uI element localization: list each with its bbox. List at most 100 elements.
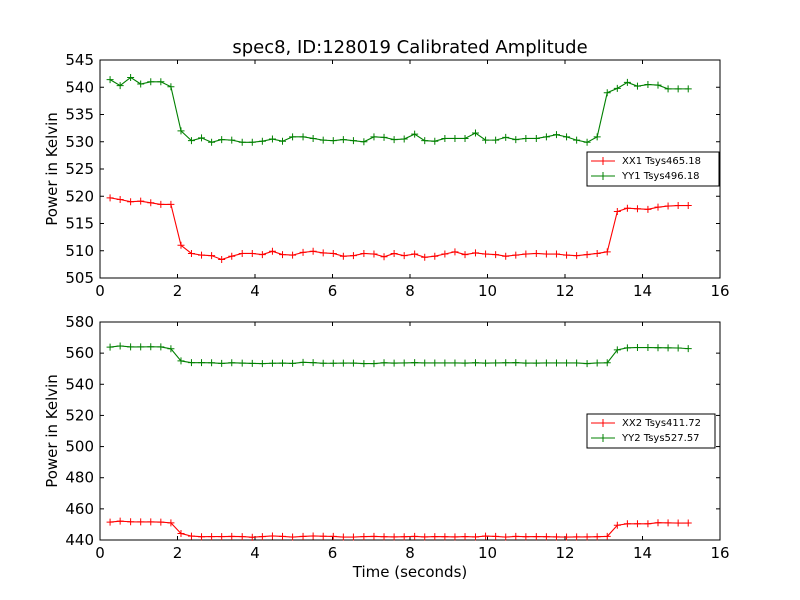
top-series-0-point-21	[319, 249, 327, 257]
top-series-1-point-43	[542, 133, 550, 141]
bottom-series-0-point-3	[137, 518, 145, 526]
bottom-series-0-point-41	[522, 533, 530, 541]
top-series-1-point-9	[198, 134, 206, 142]
top-ytick-label-0: 505	[65, 269, 94, 287]
top-series-1-point-27	[380, 133, 388, 141]
bottom-series-1-point-52	[633, 344, 641, 352]
top-ytick-label-3: 520	[65, 187, 94, 205]
bottom-series-0-point-10	[208, 533, 216, 541]
bottom-xtick-label-1: 2	[173, 544, 183, 562]
bottom-series-0-point-49	[603, 532, 611, 540]
bottom-series-0-point-12	[228, 532, 236, 540]
bottom-series-1-point-36	[471, 359, 479, 367]
top-series-0-point-53	[644, 205, 652, 213]
bottom-series-1-point-29	[400, 359, 408, 367]
top-series-1-point-11	[218, 136, 226, 144]
bottom-series-0-point-51	[623, 520, 631, 528]
bottom-series-1-point-51	[623, 344, 631, 352]
top-series-0-point-26	[370, 250, 378, 258]
bottom-ytick-label-2: 480	[65, 469, 94, 487]
bottom-series-0-point-37	[482, 532, 490, 540]
top-series-0-point-25	[360, 249, 368, 257]
bottom-series-1-point-8	[187, 359, 195, 367]
top-series-0-point-47	[583, 251, 591, 259]
top-series-0-point-17	[279, 251, 287, 259]
top-series-0-point-8	[187, 249, 195, 257]
top-series-1-point-48	[593, 133, 601, 141]
top-series-1-point-38	[492, 136, 500, 144]
top-series-0-point-7	[177, 241, 185, 249]
bottom-series-0-point-6	[167, 519, 175, 527]
top-series-0-point-24	[349, 252, 357, 260]
bottom-series-1-point-27	[380, 359, 388, 367]
bottom-series-1-point-42	[532, 359, 540, 367]
top-plot-marks: 0 2 4 6 8 10 12 14 16 505 510 515 520 525 530 535 540 545	[65, 51, 729, 300]
bottom-series-0-point-1	[116, 517, 124, 525]
top-legend-label-yy1: YY1 Tsys496.18	[621, 171, 700, 182]
top-series-1-point-49	[603, 89, 611, 97]
bottom-series-1-point-3	[137, 343, 145, 351]
bottom-series-0-point-39	[502, 533, 510, 541]
bottom-series-0-point-23	[339, 533, 347, 541]
top-ytick-label-7: 540	[65, 78, 94, 96]
top-series-1-point-26	[370, 133, 378, 141]
top-series-1-point-8	[187, 137, 195, 145]
bottom-series-1-point-30	[411, 359, 419, 367]
bottom-series-1-point-0	[106, 343, 114, 351]
top-series-0-point-55	[664, 202, 672, 210]
bottom-series-0-point-32	[431, 533, 439, 541]
top-series-0-point-41	[522, 250, 530, 258]
top-series-1-point-16	[268, 135, 276, 143]
bottom-series-1-point-32	[431, 359, 439, 367]
bottom-series-1-point-10	[208, 359, 216, 367]
top-ytick-label-5: 530	[65, 133, 94, 151]
top-series-1-point-32	[431, 137, 439, 145]
bottom-series-0-point-26	[370, 532, 378, 540]
top-xtick-label-7: 14	[633, 282, 652, 300]
bottom-xtick-label-5: 10	[478, 544, 497, 562]
top-series-1-point-41	[522, 134, 530, 142]
top-series-1-point-3	[137, 80, 145, 88]
bottom-xtick-label-2: 4	[250, 544, 260, 562]
bottom-series-1-point-21	[319, 359, 327, 367]
top-ytick-label-2: 515	[65, 215, 94, 233]
bottom-legend-label-xx2: XX2 Tsys411.72	[622, 418, 701, 429]
top-xtick-label-6: 12	[555, 282, 574, 300]
bottom-xtick-label-4: 8	[405, 544, 415, 562]
bottom-series-0-point-40	[512, 532, 520, 540]
bottom-series-0-point-20	[309, 532, 317, 540]
top-series-0-point-52	[633, 205, 641, 213]
bottom-series-0-point-36	[471, 533, 479, 541]
top-xtick-label-0: 0	[95, 282, 105, 300]
top-series-0-point-37	[482, 250, 490, 258]
bottom-series-1-point-6	[167, 345, 175, 353]
top-series-0-point-42	[532, 249, 540, 257]
top-ytick-label-8: 545	[65, 51, 94, 69]
bottom-series-1-point-4	[147, 343, 155, 351]
top-series-0-point-27	[380, 253, 388, 261]
top-series-1-point-57	[684, 85, 692, 93]
bottom-series-1-point-37	[482, 359, 490, 367]
bottom-plot-marks: 0 2 4 6 8 10 12 14 16 440 460 480 500 520 540 560 580	[65, 313, 729, 562]
bottom-series-0-point-17	[279, 532, 287, 540]
top-series-0-point-51	[623, 204, 631, 212]
bottom-series-1-point-19	[299, 358, 307, 366]
top-series-0-point-38	[492, 251, 500, 259]
top-series-1-point-50	[613, 84, 621, 92]
bottom-series-1-point-2	[127, 343, 135, 351]
top-series-1-point-54	[654, 81, 662, 89]
top-ytick-label-6: 535	[65, 106, 94, 124]
bottom-series-0-point-8	[187, 532, 195, 540]
top-series-0-point-57	[684, 202, 692, 210]
bottom-series-1-point-25	[360, 360, 368, 368]
bottom-series-1-point-23	[339, 359, 347, 367]
bottom-series-1-point-14	[248, 359, 256, 367]
bottom-series-1-point-11	[218, 359, 226, 367]
top-series-1-point-28	[390, 136, 398, 144]
bottom-series-1-point-41	[522, 359, 530, 367]
bottom-series-0-point-55	[664, 519, 672, 527]
top-series-0-point-4	[147, 199, 155, 207]
bottom-series-1-point-47	[583, 360, 591, 368]
bottom-series-0-point-45	[563, 533, 571, 541]
